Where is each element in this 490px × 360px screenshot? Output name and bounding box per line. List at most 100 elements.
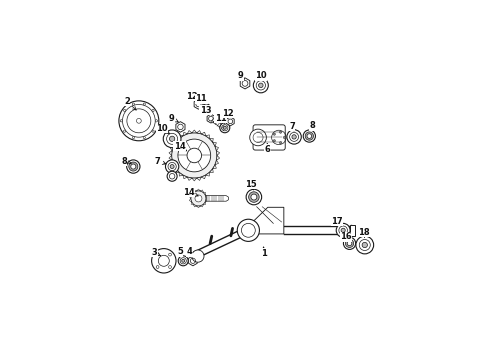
- Circle shape: [195, 195, 202, 202]
- Circle shape: [131, 164, 136, 169]
- Polygon shape: [169, 156, 172, 160]
- Circle shape: [250, 129, 267, 146]
- Polygon shape: [194, 204, 196, 207]
- Circle shape: [166, 160, 179, 173]
- Polygon shape: [215, 160, 219, 165]
- Circle shape: [220, 123, 230, 133]
- Polygon shape: [183, 175, 187, 179]
- Polygon shape: [203, 202, 206, 204]
- Polygon shape: [217, 151, 220, 156]
- Circle shape: [136, 118, 141, 123]
- Circle shape: [119, 101, 159, 141]
- Polygon shape: [201, 132, 206, 136]
- Polygon shape: [169, 151, 172, 156]
- Text: 1: 1: [261, 247, 267, 258]
- Polygon shape: [189, 195, 192, 198]
- Polygon shape: [179, 172, 183, 176]
- Polygon shape: [170, 146, 173, 151]
- Circle shape: [152, 130, 154, 132]
- Polygon shape: [175, 138, 179, 142]
- Polygon shape: [191, 192, 194, 195]
- Circle shape: [187, 148, 201, 163]
- Circle shape: [169, 253, 171, 256]
- Circle shape: [172, 133, 217, 178]
- Polygon shape: [206, 195, 228, 201]
- Text: 12: 12: [221, 109, 233, 118]
- Circle shape: [191, 191, 206, 206]
- Circle shape: [303, 130, 316, 142]
- Text: 14: 14: [183, 188, 198, 197]
- Circle shape: [347, 241, 352, 246]
- Circle shape: [178, 256, 188, 266]
- Circle shape: [345, 239, 354, 247]
- Polygon shape: [210, 138, 213, 142]
- Text: 9: 9: [169, 113, 178, 122]
- Circle shape: [152, 109, 154, 112]
- Circle shape: [155, 120, 157, 122]
- Circle shape: [292, 135, 296, 139]
- Circle shape: [343, 237, 356, 249]
- Polygon shape: [172, 165, 176, 169]
- Text: 4: 4: [187, 247, 193, 256]
- Circle shape: [279, 131, 282, 133]
- Circle shape: [151, 249, 176, 273]
- Circle shape: [169, 266, 171, 269]
- Polygon shape: [179, 135, 183, 139]
- Polygon shape: [172, 142, 176, 146]
- Circle shape: [341, 228, 345, 233]
- Polygon shape: [205, 198, 208, 202]
- Circle shape: [251, 194, 257, 200]
- FancyBboxPatch shape: [350, 225, 355, 235]
- Circle shape: [178, 139, 211, 172]
- Circle shape: [307, 134, 312, 138]
- Polygon shape: [206, 135, 210, 139]
- Text: 10: 10: [255, 71, 267, 80]
- Polygon shape: [176, 122, 185, 132]
- Polygon shape: [191, 202, 194, 204]
- Polygon shape: [170, 160, 173, 165]
- Text: 9: 9: [238, 71, 245, 80]
- Circle shape: [143, 103, 146, 105]
- Polygon shape: [248, 207, 284, 234]
- Polygon shape: [205, 195, 208, 198]
- Circle shape: [273, 140, 275, 142]
- Circle shape: [202, 104, 211, 113]
- Text: 15: 15: [245, 180, 256, 190]
- Text: 3: 3: [152, 248, 161, 257]
- Circle shape: [253, 78, 269, 93]
- Circle shape: [182, 259, 185, 262]
- Polygon shape: [187, 177, 192, 180]
- Polygon shape: [175, 169, 179, 172]
- Circle shape: [156, 266, 159, 269]
- Circle shape: [362, 242, 368, 248]
- Text: 10: 10: [156, 124, 170, 134]
- Text: 2: 2: [124, 97, 136, 110]
- Polygon shape: [196, 177, 201, 180]
- Circle shape: [273, 133, 275, 135]
- Polygon shape: [200, 204, 203, 207]
- Circle shape: [192, 250, 204, 262]
- Text: 11: 11: [215, 113, 226, 123]
- FancyBboxPatch shape: [253, 125, 285, 150]
- Polygon shape: [206, 172, 210, 176]
- Circle shape: [123, 109, 126, 112]
- Polygon shape: [196, 189, 200, 191]
- Text: 8: 8: [122, 157, 131, 166]
- Circle shape: [356, 236, 374, 254]
- Text: 7: 7: [289, 122, 295, 131]
- Polygon shape: [189, 256, 197, 266]
- Polygon shape: [194, 99, 203, 109]
- Polygon shape: [240, 78, 250, 89]
- Text: 5: 5: [177, 247, 183, 256]
- Polygon shape: [226, 117, 234, 126]
- Circle shape: [205, 107, 208, 110]
- Circle shape: [287, 130, 301, 144]
- Circle shape: [248, 192, 259, 202]
- Text: 7: 7: [155, 157, 166, 166]
- Circle shape: [143, 136, 146, 139]
- Circle shape: [246, 189, 262, 205]
- Circle shape: [123, 130, 126, 132]
- Text: 8: 8: [309, 121, 315, 130]
- Circle shape: [132, 136, 135, 139]
- Polygon shape: [217, 156, 220, 160]
